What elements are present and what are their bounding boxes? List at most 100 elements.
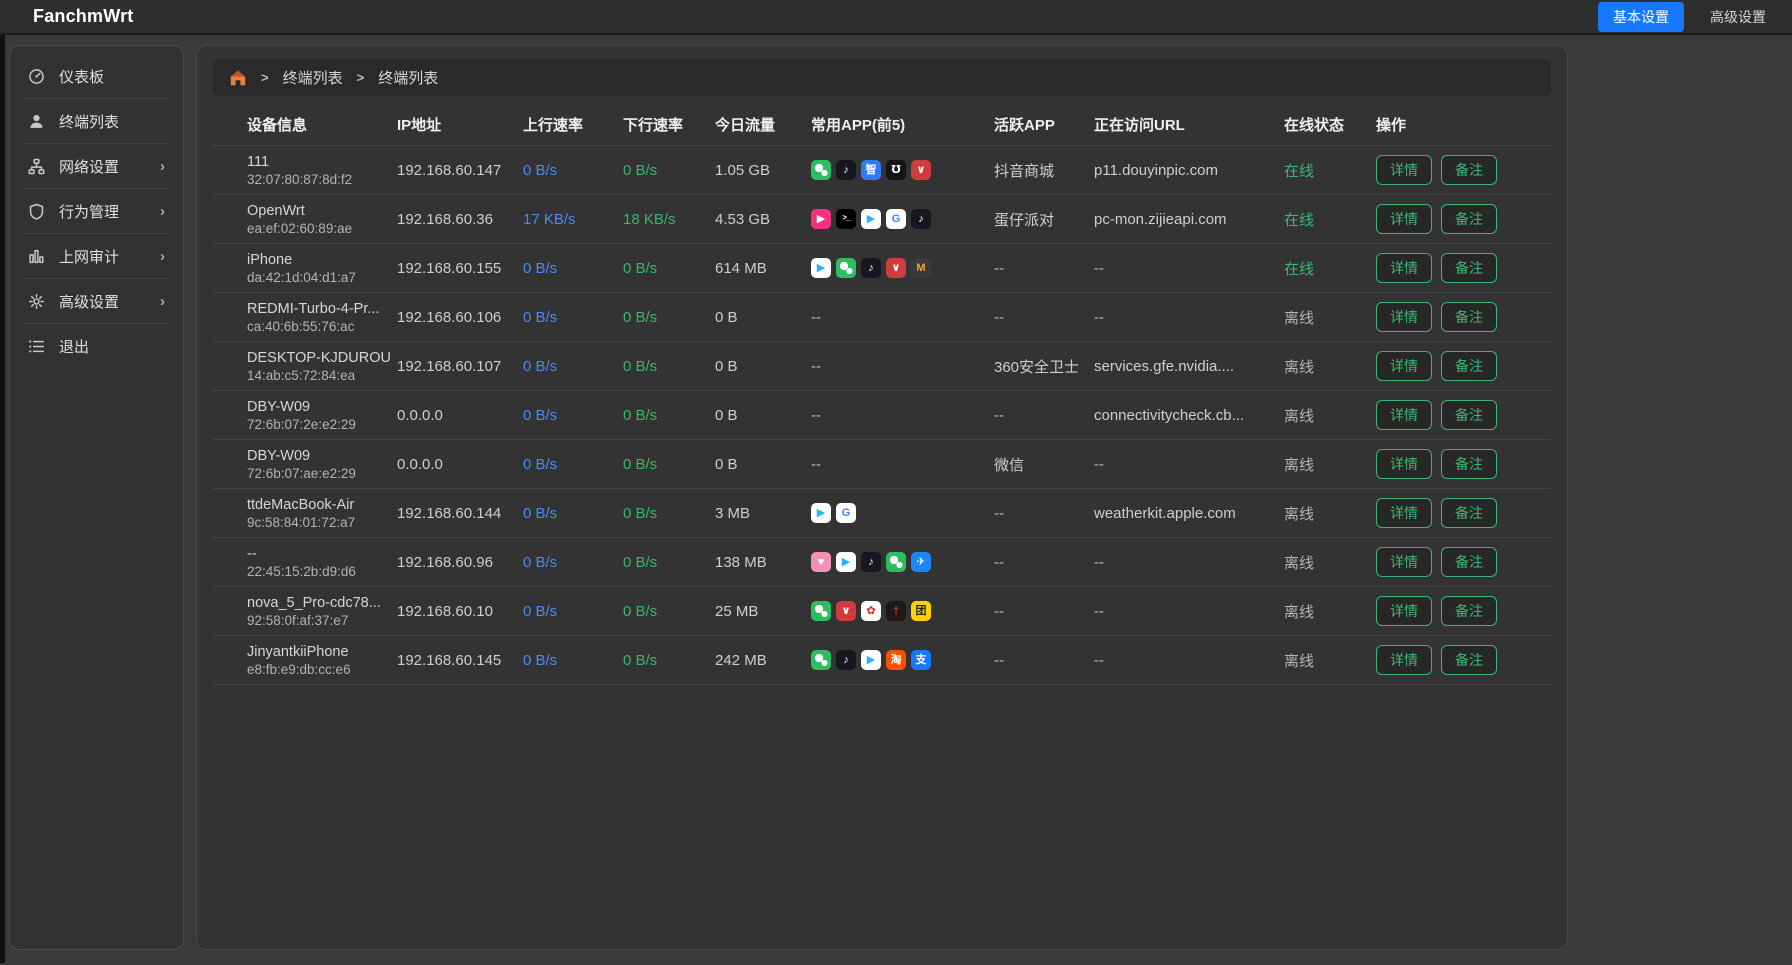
tencent-video-icon: ▶ — [811, 503, 831, 523]
detail-button[interactable]: 详情 — [1376, 449, 1432, 479]
row-actions: 详情 备注 — [1376, 351, 1551, 381]
sidebar-item-dashboard[interactable]: 仪表板 — [24, 54, 169, 99]
empty-placeholder: -- — [811, 357, 821, 375]
sidebar-item-advanced-settings[interactable]: 高级设置 › — [24, 279, 169, 324]
download-rate-cell: 0 B/s — [623, 308, 658, 326]
network-icon — [28, 158, 45, 175]
pink-app-icon: ♥ — [811, 552, 831, 572]
detail-button[interactable]: 详情 — [1376, 302, 1432, 332]
status-badge: 在线 — [1284, 211, 1315, 229]
row-actions: 详情 备注 — [1376, 547, 1551, 577]
basic-settings-button[interactable]: 基本设置 — [1598, 1, 1684, 32]
traffic-cell: 0 B — [715, 357, 738, 375]
status-badge: 离线 — [1284, 456, 1315, 474]
active-app-cell: 抖音商城 — [994, 162, 1055, 180]
ip-cell: 192.168.60.147 — [397, 161, 502, 179]
device-name: 111 — [247, 153, 270, 170]
status-badge: 离线 — [1284, 652, 1315, 670]
note-button[interactable]: 备注 — [1441, 155, 1497, 185]
detail-button[interactable]: 详情 — [1376, 155, 1432, 185]
download-rate-cell: 18 KB/s — [623, 210, 676, 228]
sidebar-item-label: 仪表板 — [59, 68, 105, 86]
table-row: ttdeMacBook-Air 9c:58:84:01:72:a7 192.168.… — [213, 489, 1551, 538]
gear-icon — [28, 293, 45, 310]
note-button[interactable]: 备注 — [1441, 400, 1497, 430]
wechat-icon — [811, 160, 831, 180]
traffic-cell: 0 B — [715, 308, 738, 326]
tencent-video-icon: ▶ — [861, 209, 881, 229]
sidebar-item-network-settings[interactable]: 网络设置 › — [24, 144, 169, 189]
top-bar: FanchmWrt 基本设置 高级设置 — [0, 0, 1792, 35]
download-rate-cell: 0 B/s — [623, 455, 658, 473]
device-info-cell: DBY-W09 72:6b:07:2e:e2:29 — [247, 398, 397, 433]
note-button[interactable]: 备注 — [1441, 596, 1497, 626]
traffic-cell: 25 MB — [715, 602, 759, 620]
breadcrumb-item[interactable]: 终端列表 — [282, 70, 343, 87]
note-button[interactable]: 备注 — [1441, 253, 1497, 283]
main-panel: > 终端列表 > 终端列表 设备信息 IP地址 上行速率 下行速率 今日流量 常用APP(前5)… — [196, 45, 1568, 950]
table-row: OpenWrt ea:ef:02:60:89:ae 192.168.60.36 17 … — [213, 195, 1551, 244]
sidebar-item-behavior-mgmt[interactable]: 行为管理 › — [24, 189, 169, 234]
active-app-cell: -- — [994, 259, 1004, 277]
empty-placeholder: -- — [811, 455, 821, 473]
detail-button[interactable]: 详情 — [1376, 351, 1432, 381]
device-info-cell: nova_5_Pro-cdc78... 92:58:0f:af:37:e7 — [247, 594, 397, 629]
google-icon: G — [886, 209, 906, 229]
page-body: 仪表板 终端列表 网络设置 › 行为管理 › 上网审计 › 高级设置 › 退出 > 终端列表 > 终端列表… — [0, 35, 1792, 963]
device-info-cell: -- 22:45:15:2b:d9:d6 — [247, 545, 397, 580]
status-badge: 离线 — [1284, 505, 1315, 523]
column-header: 常用APP(前5) — [811, 117, 906, 134]
top-apps-cell: -- — [811, 407, 994, 424]
detail-button[interactable]: 详情 — [1376, 253, 1432, 283]
home-icon[interactable] — [229, 69, 247, 87]
row-actions: 详情 备注 — [1376, 645, 1551, 675]
note-button[interactable]: 备注 — [1441, 449, 1497, 479]
gold-butterfly-icon: M — [911, 258, 931, 278]
row-actions: 详情 备注 — [1376, 498, 1551, 528]
note-button[interactable]: 备注 — [1441, 645, 1497, 675]
device-name: DBY-W09 — [247, 398, 311, 415]
device-info-cell: iPhone da:42:1d:04:d1:a7 — [247, 251, 397, 286]
note-button[interactable]: 备注 — [1441, 351, 1497, 381]
sidebar-item-logout[interactable]: 退出 — [24, 324, 169, 369]
sidebar-item-net-audit[interactable]: 上网审计 › — [24, 234, 169, 279]
sidebar-item-terminal-list[interactable]: 终端列表 — [24, 99, 169, 144]
note-button[interactable]: 备注 — [1441, 547, 1497, 577]
top-apps-cell: -- — [811, 309, 994, 326]
breadcrumb-item[interactable]: 终端列表 — [378, 70, 439, 87]
detail-button[interactable]: 详情 — [1376, 498, 1432, 528]
traffic-cell: 242 MB — [715, 651, 767, 669]
device-name: -- — [247, 545, 257, 562]
douyin-icon: ♪ — [836, 160, 856, 180]
device-name: iPhone — [247, 251, 293, 268]
device-name: REDMI-Turbo-4-Pr... — [247, 300, 380, 317]
detail-button[interactable]: 详情 — [1376, 596, 1432, 626]
row-actions: 详情 备注 — [1376, 596, 1551, 626]
user-icon — [28, 113, 45, 130]
detail-button[interactable]: 详情 — [1376, 204, 1432, 234]
detail-button[interactable]: 详情 — [1376, 547, 1432, 577]
column-header: 操作 — [1376, 117, 1407, 134]
note-button[interactable]: 备注 — [1441, 204, 1497, 234]
detail-button[interactable]: 详情 — [1376, 400, 1432, 430]
upload-rate-cell: 0 B/s — [523, 308, 558, 326]
chevron-right-icon: › — [160, 157, 165, 175]
download-rate-cell: 0 B/s — [623, 259, 658, 277]
alipay-icon: 支 — [911, 650, 931, 670]
douyin-icon: ♪ — [836, 650, 856, 670]
advanced-settings-link[interactable]: 高级设置 — [1710, 8, 1766, 25]
download-rate-cell: 0 B/s — [623, 553, 658, 571]
row-actions: 详情 备注 — [1376, 449, 1551, 479]
row-actions: 详情 备注 — [1376, 302, 1551, 332]
note-button[interactable]: 备注 — [1441, 302, 1497, 332]
detail-button[interactable]: 详情 — [1376, 645, 1432, 675]
table-body: 111 32:07:80:87:8d:f2 192.168.60.147 0 B/s 0… — [213, 146, 1551, 685]
active-app-cell: 360安全卫士 — [994, 358, 1080, 376]
note-button[interactable]: 备注 — [1441, 498, 1497, 528]
meituan-icon: 团 — [911, 601, 931, 621]
url-cell: -- — [1094, 259, 1104, 277]
status-badge: 离线 — [1284, 407, 1315, 425]
upload-rate-cell: 0 B/s — [523, 455, 558, 473]
url-cell: -- — [1094, 308, 1104, 326]
download-rate-cell: 0 B/s — [623, 504, 658, 522]
